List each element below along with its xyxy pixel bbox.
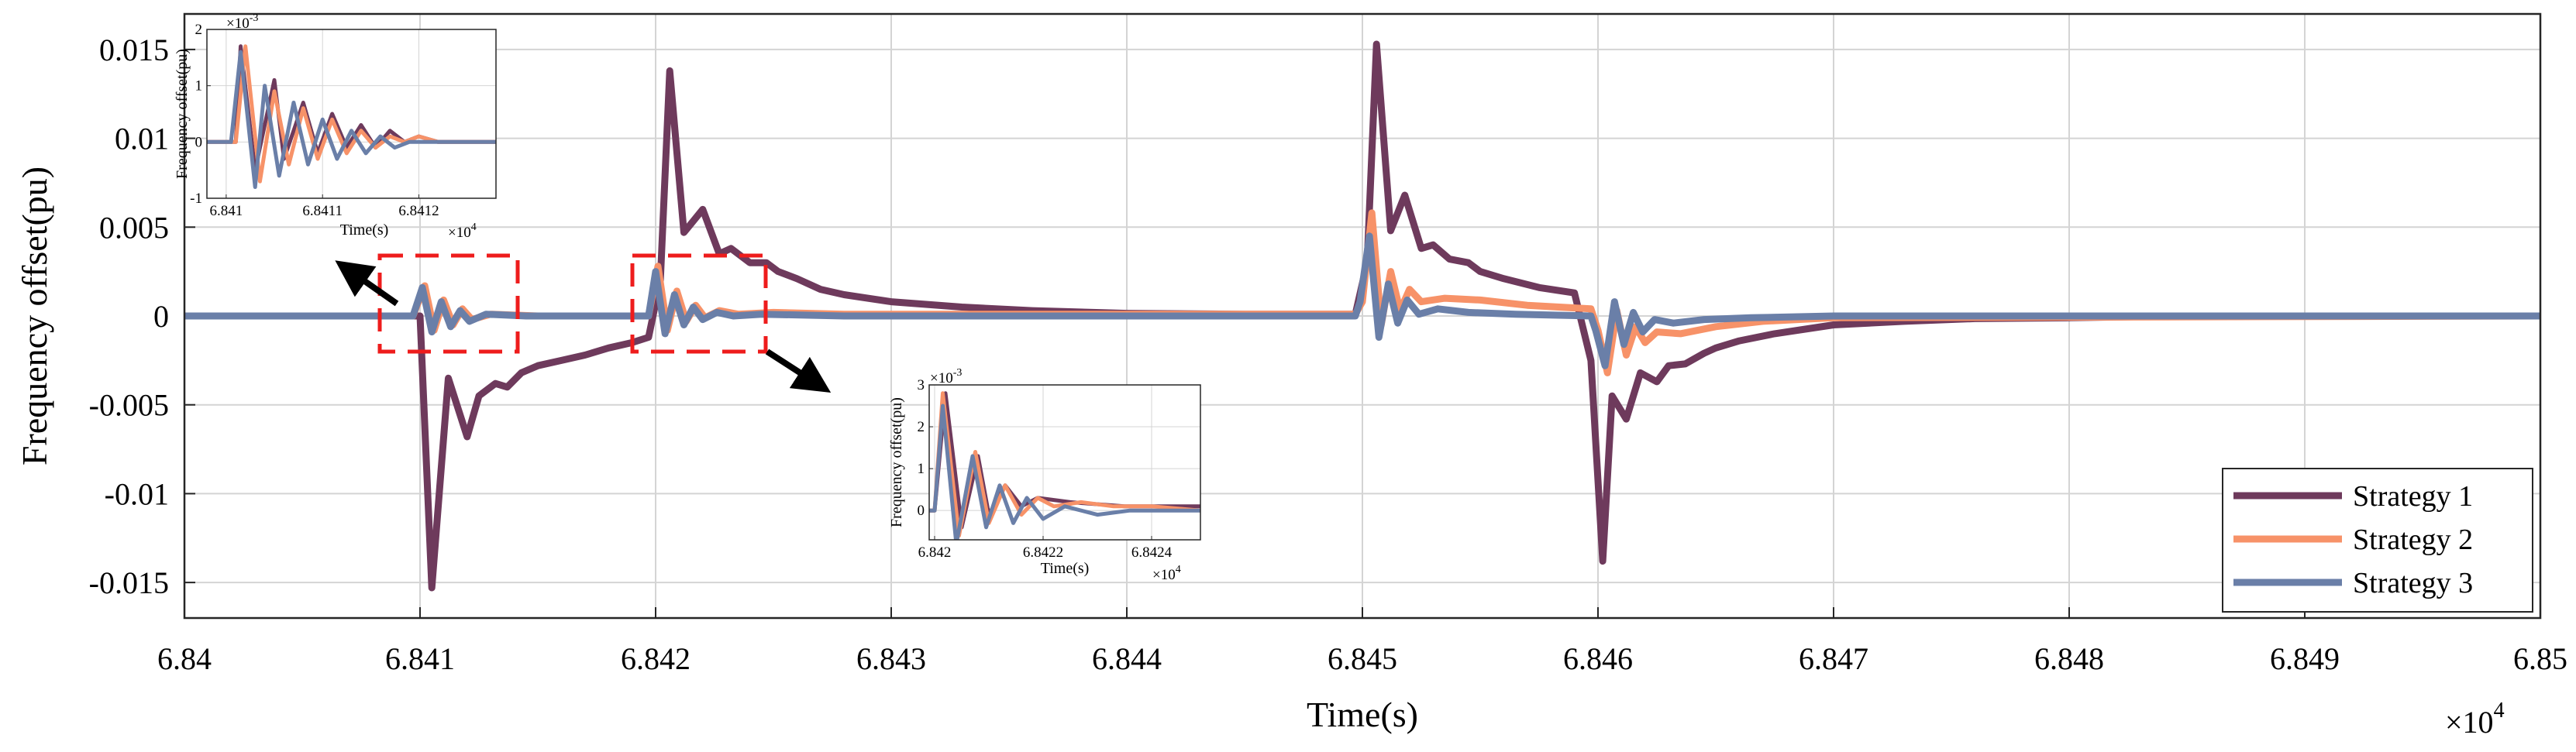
inset-1-x-tick-label: 6.8412	[398, 203, 439, 219]
inset-1-y-tick-label: -1	[190, 191, 202, 207]
inset-1-y-tick-label: 1	[195, 78, 203, 94]
inset-2-x-label: Time(s)	[1041, 560, 1090, 577]
inset-2-y-tick-label: 3	[918, 377, 925, 393]
y-axis-label: Frequency offset(pu)	[15, 167, 54, 465]
inset-2-y-tick-label: 1	[918, 461, 925, 477]
inset-2-y-multiplier: ×10-3	[930, 367, 962, 386]
y-tick-label: -0.005	[89, 388, 169, 423]
x-tick-label: 6.844	[1092, 641, 1162, 676]
legend-label-1: Strategy 1	[2353, 480, 2473, 513]
legend: Strategy 1 Strategy 2 Strategy 3	[2222, 468, 2533, 613]
x-tick-label: 6.846	[1563, 641, 1633, 676]
inset-2-x-tick-label: 6.8422	[1023, 544, 1063, 561]
x-tick-label: 6.843	[856, 641, 926, 676]
series-line-3	[184, 232, 2540, 369]
inset-1-y-multiplier: ×10-3	[226, 12, 258, 32]
inset-1-y-label: Frequency offset(pu)	[174, 49, 191, 179]
inset-1-x-tick-label: 6.841	[209, 203, 243, 219]
y-tick-label: 0.01	[115, 122, 169, 156]
y-tick-label: -0.015	[89, 565, 169, 600]
inset-chart-2: 6.842 6.8422 6.8424 0 1 2 3 Time(s) Frequency…	[888, 367, 1201, 583]
main-series	[184, 40, 2540, 592]
zoom-arrow-1	[335, 260, 399, 307]
inset-2-x-multiplier: ×104	[1152, 564, 1181, 583]
x-tick-label: 6.842	[621, 641, 690, 676]
x-tick-label: 6.85	[2513, 641, 2567, 676]
legend-label-2: Strategy 2	[2353, 524, 2473, 556]
zoom-arrow-2	[765, 349, 832, 393]
inset-1-y-tick-label: 0	[195, 134, 203, 150]
x-axis-label: Time(s)	[1307, 695, 1418, 734]
inset-2-y-label: Frequency offset(pu)	[888, 397, 905, 527]
x-tick-label: 6.841	[385, 641, 455, 676]
x-tick-label: 6.84	[157, 641, 212, 676]
zoom-box-2	[630, 253, 768, 354]
inset-2-x-tick-label: 6.842	[918, 544, 952, 561]
inset-2-x-tick-labels: 6.842 6.8422 6.8424	[918, 544, 1173, 561]
x-tick-label: 6.845	[1328, 641, 1397, 676]
x-axis-multiplier: ×104	[2445, 699, 2505, 740]
inset-1-x-label: Time(s)	[340, 221, 389, 239]
inset-2-y-tick-labels: 0 1 2 3	[918, 377, 925, 519]
inset-2-x-tick-label: 6.8424	[1131, 544, 1173, 561]
inset-1-x-tick-labels: 6.841 6.8411 6.8412	[209, 203, 439, 219]
inset-2-y-tick-label: 0	[918, 503, 925, 519]
inset-1-y-tick-label: 2	[195, 22, 203, 38]
inset-1-y-tick-labels: -1 0 1 2	[190, 22, 202, 207]
x-tick-label: 6.848	[2034, 641, 2104, 676]
legend-label-3: Strategy 3	[2353, 567, 2473, 599]
y-tick-labels: -0.015 -0.01 -0.005 0 0.005 0.01 0.015	[89, 33, 169, 600]
x-tick-labels: 6.84 6.841 6.842 6.843 6.844 6.845 6.846 6.847 6…	[157, 641, 2567, 676]
inset-1-x-multiplier: ×104	[448, 221, 477, 241]
x-tick-label: 6.847	[1799, 641, 1868, 676]
y-tick-label: 0.015	[99, 33, 169, 67]
inset-2-series	[929, 391, 1200, 540]
inset-2-y-tick-label: 2	[918, 419, 925, 435]
inset-1-x-tick-label: 6.8411	[302, 203, 343, 219]
main-plot-frame	[183, 12, 2542, 620]
inset-1-series-line-3	[207, 50, 496, 189]
zoom-box-1	[377, 253, 520, 354]
inset-1-series	[207, 44, 496, 189]
x-tick-label: 6.849	[2270, 641, 2340, 676]
y-tick-label: 0	[153, 299, 169, 334]
y-tick-label: -0.01	[105, 476, 169, 511]
inset-chart-1: 6.841 6.8411 6.8412 -1 0 1 2 Time(s) Frequenc…	[174, 12, 497, 241]
y-tick-label: 0.005	[99, 210, 169, 245]
inset-2-series-line-3	[929, 403, 1200, 540]
